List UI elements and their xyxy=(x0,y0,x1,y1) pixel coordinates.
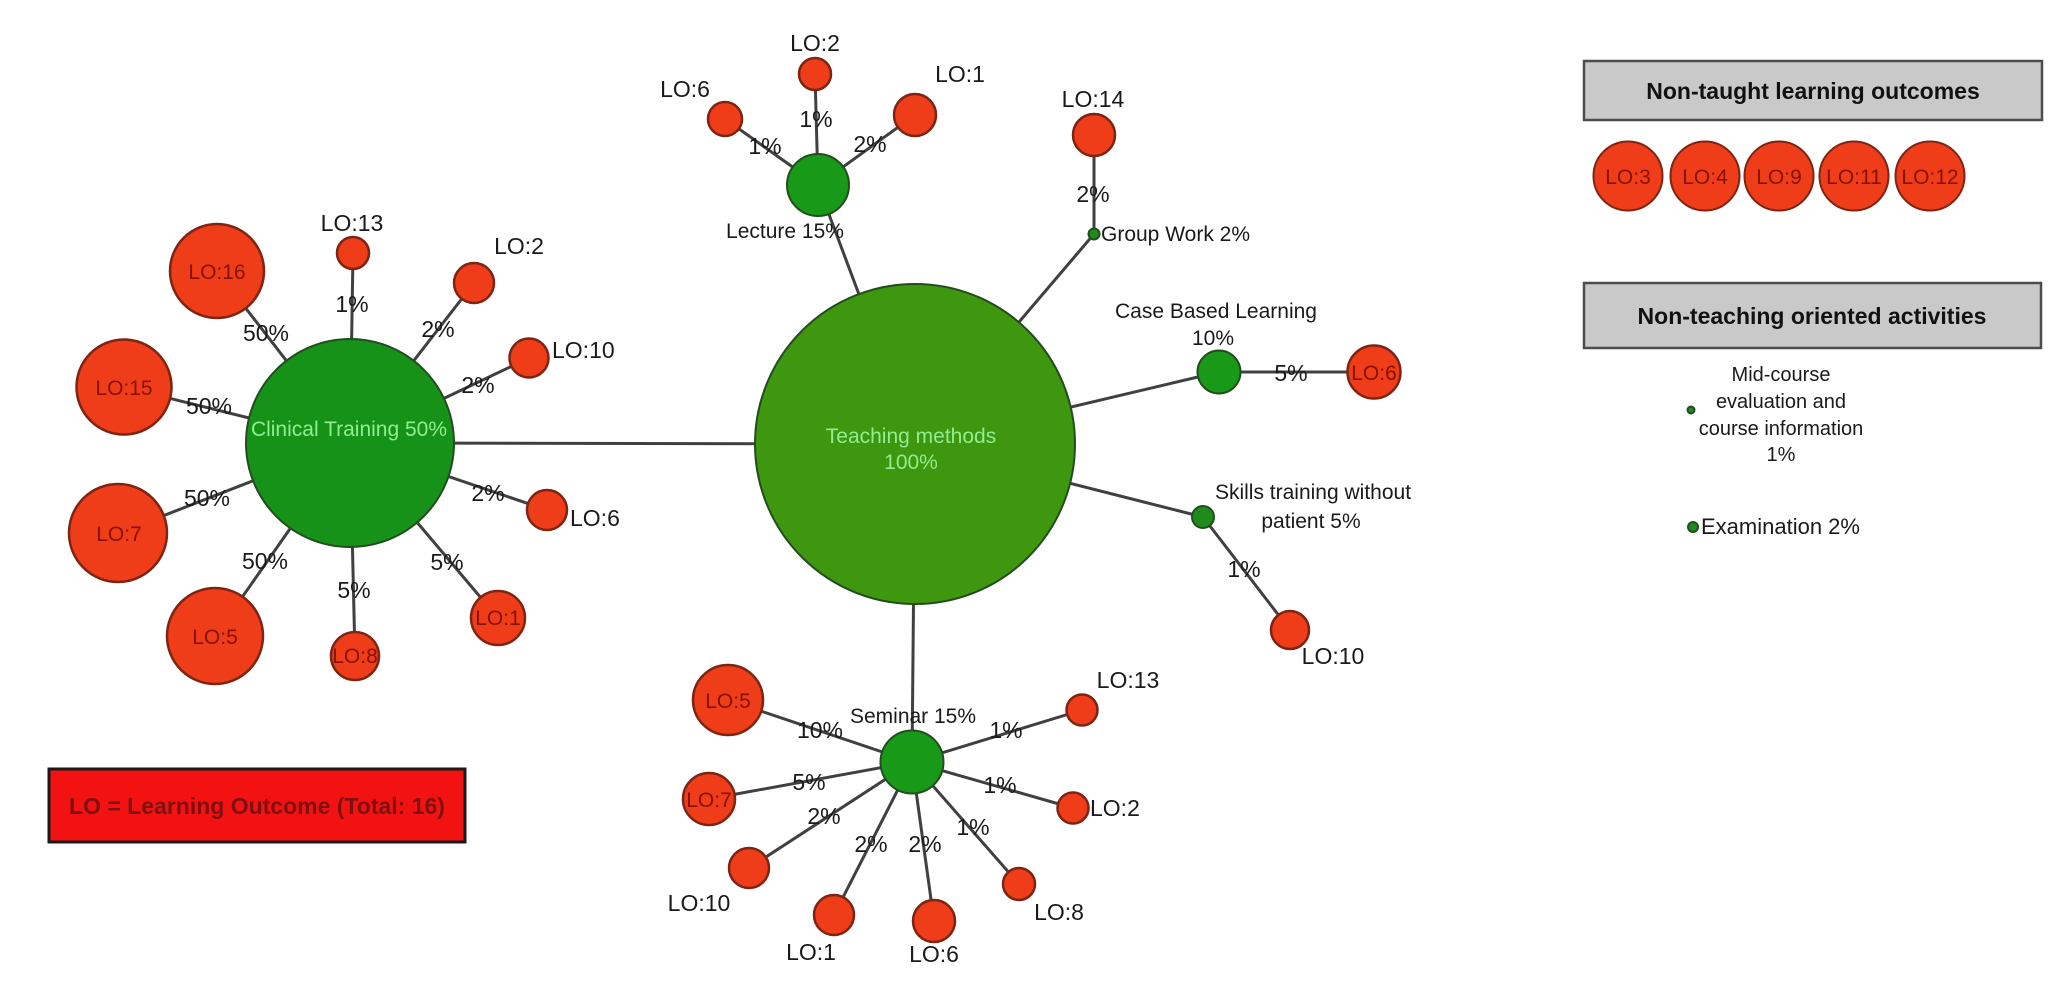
svg-text:2%: 2% xyxy=(471,480,504,506)
svg-text:1%: 1% xyxy=(799,106,832,132)
svg-text:LO:2: LO:2 xyxy=(494,233,544,259)
svg-text:LO:7: LO:7 xyxy=(96,523,142,546)
svg-text:Lecture 15%: Lecture 15% xyxy=(726,220,844,243)
svg-text:LO:6: LO:6 xyxy=(1351,362,1397,385)
svg-text:1%: 1% xyxy=(1227,556,1260,582)
svg-text:LO:1: LO:1 xyxy=(475,607,521,630)
svg-text:50%: 50% xyxy=(242,548,288,574)
svg-text:LO:13: LO:13 xyxy=(321,210,384,236)
svg-text:LO:6: LO:6 xyxy=(909,941,959,967)
svg-text:2%: 2% xyxy=(421,316,454,342)
svg-text:Seminar 15%: Seminar 15% xyxy=(850,705,976,728)
svg-text:50%: 50% xyxy=(243,320,289,346)
svg-text:LO:9: LO:9 xyxy=(1756,166,1802,189)
svg-text:Examination 2%: Examination 2% xyxy=(1701,514,1860,539)
svg-text:course information: course information xyxy=(1699,418,1864,440)
svg-text:2%: 2% xyxy=(853,131,886,157)
svg-text:LO:7: LO:7 xyxy=(686,789,732,812)
svg-text:5%: 5% xyxy=(430,549,463,575)
svg-text:1%: 1% xyxy=(983,772,1016,798)
svg-text:LO:4: LO:4 xyxy=(1682,166,1728,189)
svg-text:LO:2: LO:2 xyxy=(790,30,840,56)
svg-text:1%: 1% xyxy=(748,133,781,159)
svg-text:2%: 2% xyxy=(807,803,840,829)
svg-text:10%: 10% xyxy=(1192,327,1234,350)
svg-text:1%: 1% xyxy=(1767,444,1796,466)
svg-text:patient 5%: patient 5% xyxy=(1261,510,1360,533)
svg-text:Clinical Training 50%: Clinical Training 50% xyxy=(251,418,447,441)
svg-text:5%: 5% xyxy=(1274,360,1307,386)
svg-text:LO:11: LO:11 xyxy=(1826,166,1882,189)
svg-text:LO = Learning Outcome (Total:: LO = Learning Outcome (Total: 16) xyxy=(69,793,445,819)
svg-text:2%: 2% xyxy=(461,372,494,398)
svg-text:Case Based Learning: Case Based Learning xyxy=(1115,300,1317,323)
svg-text:LO:5: LO:5 xyxy=(705,690,751,713)
svg-text:LO:15: LO:15 xyxy=(95,377,152,400)
svg-text:Skills training without: Skills training without xyxy=(1215,481,1411,504)
svg-text:LO:16: LO:16 xyxy=(188,261,245,284)
svg-text:5%: 5% xyxy=(337,577,370,603)
svg-text:Teaching methods: Teaching methods xyxy=(826,425,996,448)
svg-text:Mid-course: Mid-course xyxy=(1732,364,1831,386)
svg-text:Non-taught learning outcomes: Non-taught learning outcomes xyxy=(1646,78,1980,104)
svg-text:Non-teaching oriented activiti: Non-teaching oriented activities xyxy=(1638,303,1987,329)
svg-text:LO:8: LO:8 xyxy=(1034,899,1084,925)
svg-text:1%: 1% xyxy=(989,717,1022,743)
svg-text:LO:12: LO:12 xyxy=(1901,166,1958,189)
svg-text:LO:10: LO:10 xyxy=(668,890,731,916)
svg-text:5%: 5% xyxy=(792,769,825,795)
svg-text:LO:8: LO:8 xyxy=(332,645,378,668)
svg-text:LO:2: LO:2 xyxy=(1090,795,1140,821)
svg-text:evaluation and: evaluation and xyxy=(1716,391,1846,413)
svg-text:LO:6: LO:6 xyxy=(570,505,620,531)
svg-text:LO:6: LO:6 xyxy=(660,76,710,102)
svg-text:LO:14: LO:14 xyxy=(1062,86,1125,112)
svg-text:1%: 1% xyxy=(335,291,368,317)
svg-text:50%: 50% xyxy=(184,485,230,511)
svg-text:LO:5: LO:5 xyxy=(192,626,238,649)
svg-text:Group Work 2%: Group Work 2% xyxy=(1101,223,1250,246)
svg-text:2%: 2% xyxy=(1076,181,1109,207)
svg-text:LO:1: LO:1 xyxy=(935,61,985,87)
svg-text:2%: 2% xyxy=(908,831,941,857)
svg-text:LO:3: LO:3 xyxy=(1605,166,1651,189)
svg-text:LO:10: LO:10 xyxy=(552,337,615,363)
svg-text:10%: 10% xyxy=(797,717,843,743)
svg-text:2%: 2% xyxy=(854,831,887,857)
svg-text:LO:1: LO:1 xyxy=(786,939,836,965)
svg-text:LO:13: LO:13 xyxy=(1097,667,1160,693)
svg-text:100%: 100% xyxy=(884,451,938,474)
svg-text:1%: 1% xyxy=(956,814,989,840)
svg-text:LO:10: LO:10 xyxy=(1302,643,1365,669)
svg-text:50%: 50% xyxy=(186,393,232,419)
